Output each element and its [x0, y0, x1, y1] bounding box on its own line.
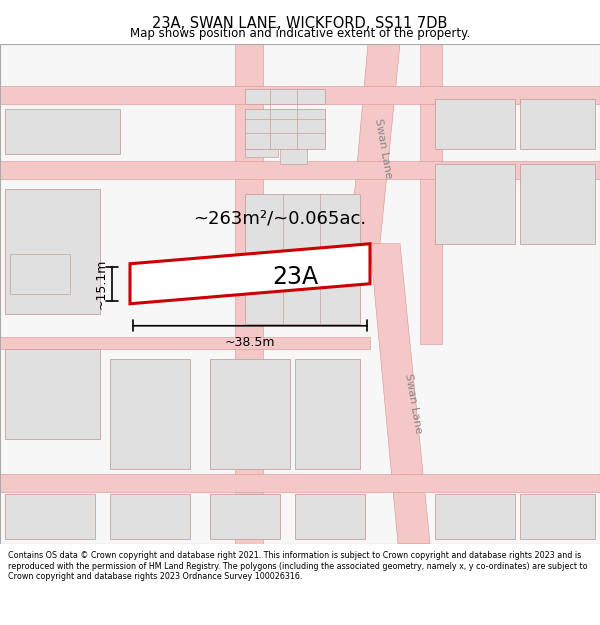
Bar — [235, 44, 263, 544]
Text: ~263m²/~0.065ac.: ~263m²/~0.065ac. — [193, 210, 367, 227]
Text: 23A, SWAN LANE, WICKFORD, SS11 7DB: 23A, SWAN LANE, WICKFORD, SS11 7DB — [152, 16, 448, 31]
Text: ~38.5m: ~38.5m — [225, 336, 275, 349]
Bar — [435, 494, 515, 539]
Bar — [210, 359, 290, 469]
Bar — [245, 89, 325, 104]
Bar — [0, 161, 600, 179]
Bar — [295, 494, 365, 539]
Polygon shape — [130, 244, 370, 304]
Bar — [10, 254, 70, 294]
Polygon shape — [370, 244, 430, 544]
Bar — [420, 44, 442, 344]
Text: ~15.1m: ~15.1m — [95, 259, 108, 309]
Bar — [5, 109, 120, 154]
Bar — [210, 494, 280, 539]
Bar — [110, 494, 190, 539]
Bar — [0, 337, 370, 349]
Bar — [280, 149, 307, 164]
Polygon shape — [350, 44, 400, 244]
Bar — [110, 359, 190, 469]
Bar — [435, 164, 515, 244]
Bar — [0, 474, 600, 492]
Text: Swan Lane: Swan Lane — [403, 373, 423, 434]
Bar — [520, 494, 595, 539]
Bar — [520, 99, 595, 149]
Text: Contains OS data © Crown copyright and database right 2021. This information is : Contains OS data © Crown copyright and d… — [8, 551, 587, 581]
Bar — [295, 359, 360, 469]
Bar — [245, 109, 325, 149]
Bar — [5, 494, 95, 539]
Text: Swan Lane: Swan Lane — [373, 118, 393, 179]
Bar — [5, 189, 100, 314]
Bar — [435, 99, 515, 149]
Bar — [0, 86, 600, 104]
Bar — [245, 149, 278, 157]
Bar — [520, 164, 595, 244]
Bar — [5, 349, 100, 439]
Bar — [245, 194, 360, 324]
Text: Map shows position and indicative extent of the property.: Map shows position and indicative extent… — [130, 28, 470, 41]
Text: 23A: 23A — [272, 265, 318, 289]
